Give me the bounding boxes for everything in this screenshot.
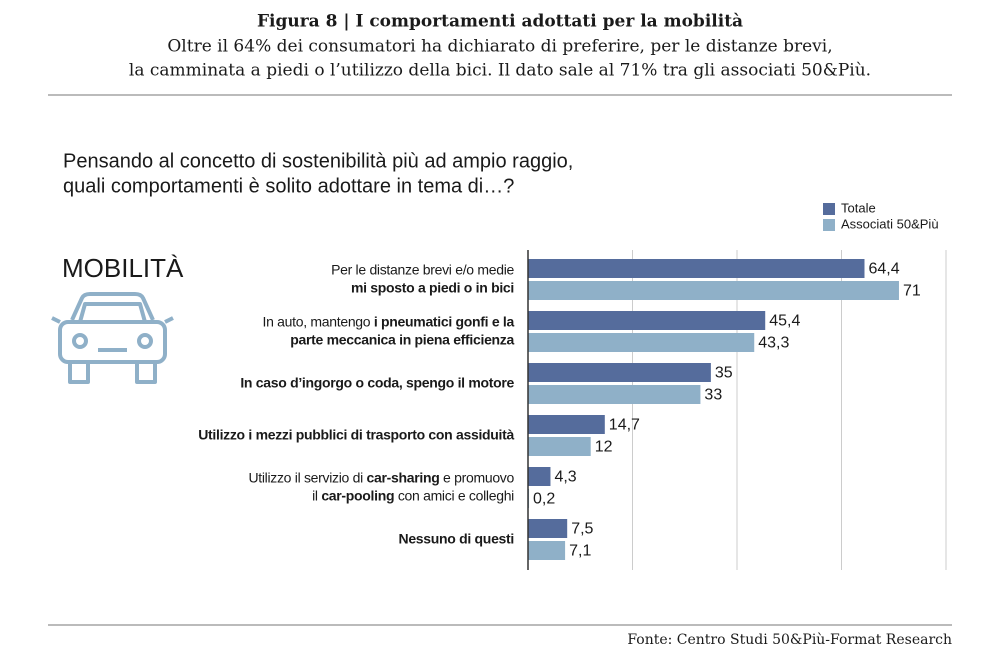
bar <box>528 281 899 300</box>
value-label: 0,2 <box>533 491 555 508</box>
category-label: In caso d’ingorgo o coda, spengo il moto… <box>240 374 514 390</box>
question: Pensando al concetto di sostenibilità pi… <box>63 150 573 172</box>
value-label: 43,3 <box>758 335 789 352</box>
value-label: 4,3 <box>554 469 576 486</box>
label-part: con amici e colleghi <box>394 487 514 503</box>
value-label: 33 <box>704 387 722 404</box>
question: quali comportamenti è solito adottare in… <box>63 175 514 197</box>
label-part: car-sharing <box>367 469 440 485</box>
bar <box>528 259 865 278</box>
title: Figura 8 | I comportamenti adottati per … <box>257 12 743 32</box>
legend-swatch <box>823 219 835 231</box>
value-label: 71 <box>903 283 921 300</box>
bar <box>528 519 568 538</box>
legend-label: Associati 50&Più <box>841 216 939 231</box>
value-label: 14,7 <box>609 417 640 434</box>
value-label: 64,4 <box>868 261 899 278</box>
value-label: 7,1 <box>569 543 591 560</box>
bar <box>528 415 605 434</box>
bar <box>528 467 551 486</box>
label-part: il <box>312 487 321 503</box>
label-part: i pneumatici gonfi e la <box>374 313 515 329</box>
subtitle: la camminata a piedi o l’utilizzo della … <box>129 61 871 81</box>
bar <box>528 437 591 456</box>
label-part: mi sposto a piedi o in bici <box>351 279 514 295</box>
bar <box>528 311 766 330</box>
source: Fonte: Centro Studi 50&Più-Format Resear… <box>627 632 952 648</box>
legend-swatch <box>823 203 835 215</box>
label-part: e promuovo <box>439 469 514 485</box>
label-part: In auto, mantengo <box>263 313 374 329</box>
category-label: Utilizzo il servizio di car-sharing e pr… <box>248 469 514 485</box>
value-label: 7,5 <box>571 521 593 538</box>
label-part: Per le distanze brevi e/o medie <box>331 261 514 277</box>
bar <box>528 333 755 352</box>
category-label: Per le distanze brevi e/o medie <box>331 261 514 277</box>
category-label: Utilizzo i mezzi pubblici di trasporto c… <box>198 426 514 442</box>
bar <box>528 385 701 404</box>
subtitle: Oltre il 64% dei consumatori ha dichiara… <box>167 37 832 57</box>
label-part: Nessuno di questi <box>399 530 514 546</box>
bar <box>528 541 566 560</box>
label-part: parte meccanica in piena efficienza <box>290 331 514 347</box>
label-part: In caso d’ingorgo o coda, spengo il moto… <box>240 374 514 390</box>
label-part: Utilizzo il servizio di <box>248 469 366 485</box>
category-label: mi sposto a piedi o in bici <box>351 279 514 295</box>
value-label: 12 <box>595 439 613 456</box>
car-icon <box>51 292 174 384</box>
label-part: Utilizzo i mezzi pubblici di trasporto c… <box>198 426 514 442</box>
category-label: In auto, mantengo i pneumatici gonfi e l… <box>263 313 515 329</box>
legend-label: Totale <box>841 200 876 215</box>
category-label: Nessuno di questi <box>399 530 514 546</box>
value-label: 35 <box>715 365 733 382</box>
value-label: 45,4 <box>769 313 800 330</box>
category-label: il car-pooling con amici e colleghi <box>312 487 514 503</box>
bar <box>528 363 711 382</box>
label-part: car-pooling <box>321 487 394 503</box>
section-label: MOBILITÀ <box>62 253 184 283</box>
category-label: parte meccanica in piena efficienza <box>290 331 514 347</box>
